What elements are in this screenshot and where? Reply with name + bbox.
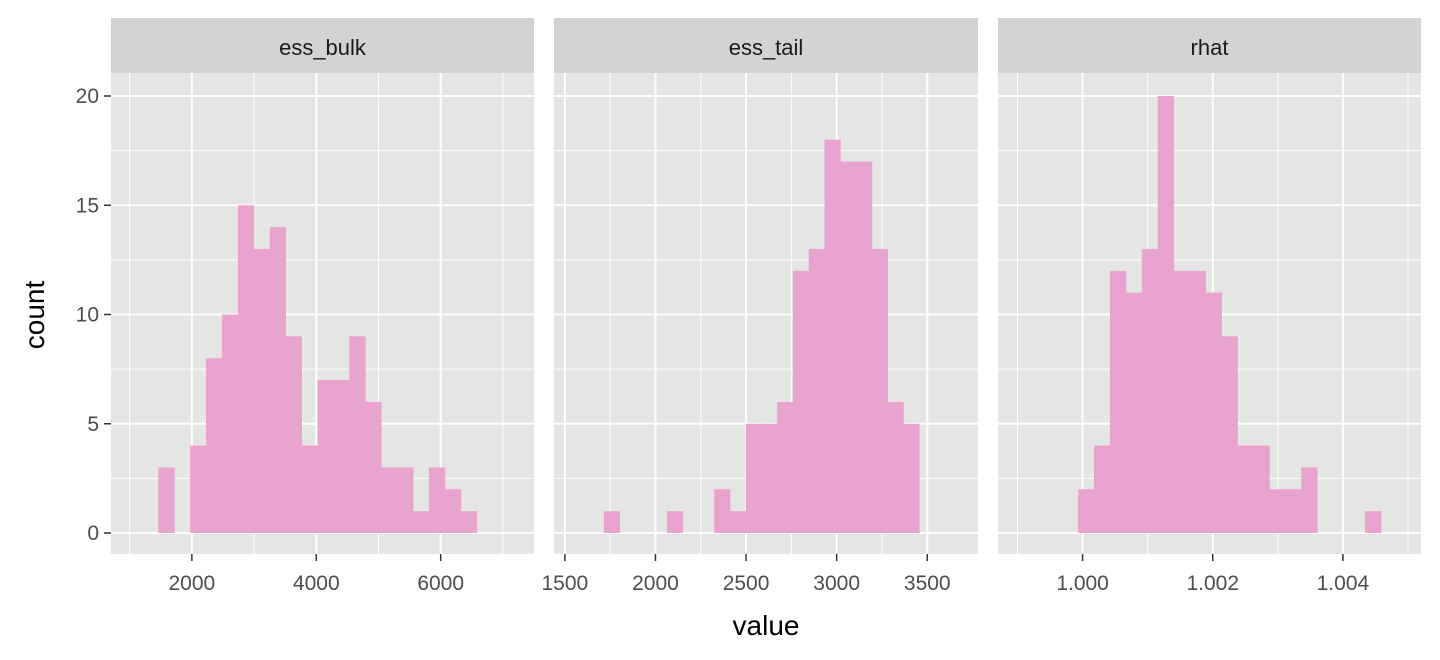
histogram-bar: [1173, 270, 1191, 533]
histogram-bar: [301, 445, 318, 533]
facet-panel-rhat: rhat 1.000 1.002 1.004: [998, 18, 1421, 595]
x-tick-label: 1.000: [1056, 572, 1109, 595]
x-tick-label: 2000: [632, 572, 679, 595]
histogram-bar: [666, 511, 684, 533]
facet-strip-label: rhat: [1191, 35, 1229, 60]
histogram-bar: [1269, 489, 1286, 533]
facet-strip-label: ess_bulk: [279, 35, 367, 60]
facet-strip: [111, 18, 534, 73]
histogram-bar: [1205, 292, 1222, 533]
histogram-bar: [365, 401, 382, 533]
histogram-bar: [792, 270, 810, 533]
x-tick-label: 3500: [904, 572, 951, 595]
x-tick-label: 1.002: [1186, 572, 1239, 595]
histogram-bar: [1253, 445, 1270, 533]
y-tick-label: 0: [87, 522, 99, 545]
y-tick-label: 10: [76, 304, 99, 327]
histogram-bar: [1157, 96, 1175, 533]
histogram-bar: [158, 467, 175, 533]
facet-strip: [998, 18, 1421, 73]
x-tick-label: 4000: [293, 572, 340, 595]
histogram-bar: [428, 467, 446, 533]
histogram-bar: [333, 380, 350, 533]
histogram-bar: [253, 248, 271, 533]
histogram-bar: [903, 423, 920, 533]
x-tick-label: 6000: [417, 572, 464, 595]
histogram-bar: [460, 511, 478, 533]
y-axis-title: count: [19, 281, 50, 350]
histogram-bar: [349, 336, 366, 533]
facet-panel-ess_bulk: ess_bulk 2000 4000 6000: [111, 18, 534, 595]
histogram-bar: [887, 401, 904, 533]
histogram-bar: [1189, 270, 1206, 533]
histogram-bar: [237, 205, 255, 533]
histogram-bar: [856, 161, 873, 534]
histogram-bar: [397, 467, 414, 533]
facet-strip: [554, 18, 978, 73]
histogram-bar: [1078, 489, 1095, 533]
histogram-bar: [840, 161, 857, 534]
histogram-bar: [603, 511, 620, 533]
histogram-bar: [1221, 336, 1238, 533]
histogram-bar: [221, 314, 239, 533]
histogram-bar: [317, 380, 334, 533]
histogram-bar: [1237, 445, 1254, 533]
histogram-bar: [729, 511, 747, 533]
x-tick-label: 3000: [813, 572, 860, 595]
histogram-bar: [808, 248, 825, 533]
histogram-bar: [1301, 467, 1318, 533]
histogram-bar: [1093, 445, 1111, 533]
histogram-bar: [1125, 292, 1143, 533]
histogram-bar: [381, 467, 398, 533]
histogram-bar: [190, 445, 207, 533]
histogram-bar: [871, 248, 888, 533]
x-axis-title: value: [733, 610, 800, 641]
histogram-bar: [745, 423, 762, 533]
histogram-bar: [269, 227, 287, 533]
y-tick-label: 5: [87, 413, 99, 436]
histogram-bar: [824, 139, 841, 533]
facet-panel-ess_tail: ess_tail 1500 2000 2500 3000 3500: [542, 18, 978, 595]
x-tick-label: 2000: [169, 572, 216, 595]
x-tick-label: 2500: [723, 572, 770, 595]
histogram-bar: [777, 401, 794, 533]
histogram-bar: [1365, 511, 1382, 533]
histogram-bar: [444, 489, 462, 533]
y-tick-label: 20: [76, 85, 99, 108]
facet-strip-label: ess_tail: [729, 35, 804, 60]
histogram-bar: [285, 336, 302, 533]
histogram-bar: [1285, 489, 1302, 533]
histogram-bar: [1109, 270, 1127, 533]
x-tick-label: 1.004: [1317, 572, 1370, 595]
histogram-bar: [761, 423, 778, 533]
histogram-bar: [714, 489, 731, 533]
histogram-bar: [206, 358, 223, 533]
histogram-bar: [1141, 248, 1159, 533]
histogram-bar: [413, 511, 430, 533]
x-tick-label: 1500: [542, 572, 589, 595]
y-tick-label: 15: [76, 194, 99, 217]
